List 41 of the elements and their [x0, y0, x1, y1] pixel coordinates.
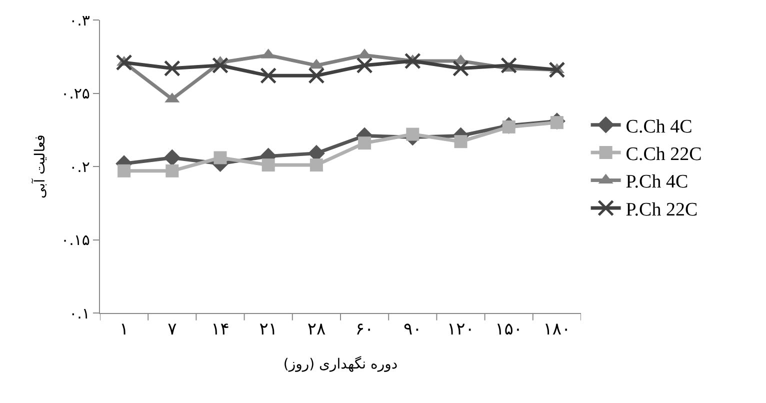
- x-tick-label: ۱۴: [211, 319, 230, 340]
- y-tick-label: ۰.۱۵: [61, 231, 90, 249]
- point: [310, 158, 323, 172]
- y-axis-title: فعالیت آبی: [30, 134, 49, 198]
- point: [308, 67, 325, 84]
- point: [164, 149, 181, 166]
- point: [404, 52, 421, 70]
- point: [166, 164, 179, 178]
- y-tick-label: ۰.۳: [69, 11, 90, 30]
- point: [452, 60, 469, 77]
- legend-label: C.Ch 4C: [626, 116, 692, 138]
- point: [118, 164, 131, 178]
- point: [262, 158, 275, 172]
- point: [454, 135, 468, 148]
- x-tick-label: ۹۰: [404, 319, 422, 340]
- legend-label: C.Ch 22C: [626, 144, 702, 165]
- point: [548, 62, 566, 78]
- x-tick-label: ۱۵۰: [495, 319, 523, 340]
- point: [502, 120, 516, 134]
- x-tick-label: ۲۱: [259, 319, 278, 340]
- x-tick-label: ۱۲۰: [447, 319, 474, 340]
- x-tick-label: ۷: [168, 319, 177, 340]
- point: [214, 151, 227, 164]
- x-axis-title: دوره نگهداری (روز): [283, 356, 398, 373]
- point: [116, 54, 132, 71]
- point: [500, 57, 518, 74]
- y-tick-label: ۰.۱: [69, 304, 90, 322]
- point: [260, 67, 277, 84]
- legend-label: P.Ch 4C: [626, 172, 688, 193]
- y-tick-label: ۰.۲۵: [61, 84, 90, 102]
- x-tick-label: ۱۸۰: [543, 319, 571, 340]
- x-tick-label: ۲۸: [307, 319, 326, 340]
- y-tick-label: ۰.۲: [69, 158, 90, 176]
- legend-label: P.Ch 22C: [626, 199, 698, 220]
- point: [406, 128, 420, 141]
- point: [212, 57, 228, 74]
- point: [358, 136, 372, 150]
- point: [356, 57, 373, 74]
- x-tick-label: ۶۰: [355, 319, 374, 340]
- x-tick-label: ۱: [119, 319, 129, 340]
- point: [164, 60, 180, 77]
